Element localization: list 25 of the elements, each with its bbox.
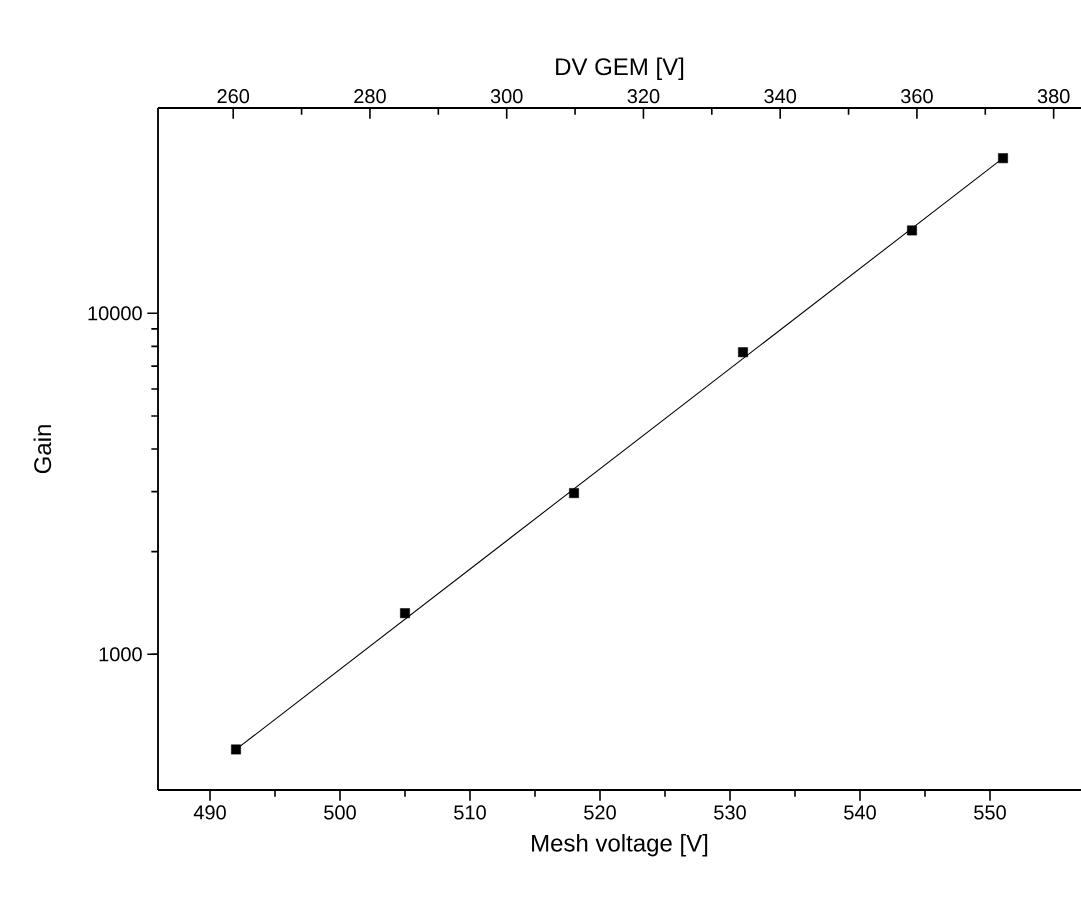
y-tick-label: 1000 [99,647,142,662]
x2-tick-label: 260 [217,89,250,104]
x-tick-label: 510 [454,805,486,820]
point [569,488,579,499]
x-tick-label: 490 [193,805,226,820]
point [998,153,1008,164]
x2-tick-label: 320 [627,89,660,104]
x-tick-label: 540 [844,805,876,820]
point [738,347,748,358]
point [400,608,410,619]
x-tick-label: 520 [584,805,616,820]
y-tick-label: 10000 [88,306,142,321]
x-tick-label: 530 [714,805,746,820]
point [907,225,917,236]
y-axis-title: Gain [33,425,52,474]
x2-tick-label: 380 [1037,89,1070,104]
x2-tick-label: 340 [764,89,797,104]
x-tick-label: 500 [324,805,356,820]
x2-tick-label: 360 [900,89,933,104]
x2-tick-label: 300 [490,89,523,104]
x2-tick-label: 280 [354,89,386,104]
x-tick-label: 550 [974,805,1006,820]
x2-axis-title: DV GEM [V] [556,57,684,80]
point [231,744,241,755]
x-axis-title: Mesh voltage [V] [532,834,708,857]
